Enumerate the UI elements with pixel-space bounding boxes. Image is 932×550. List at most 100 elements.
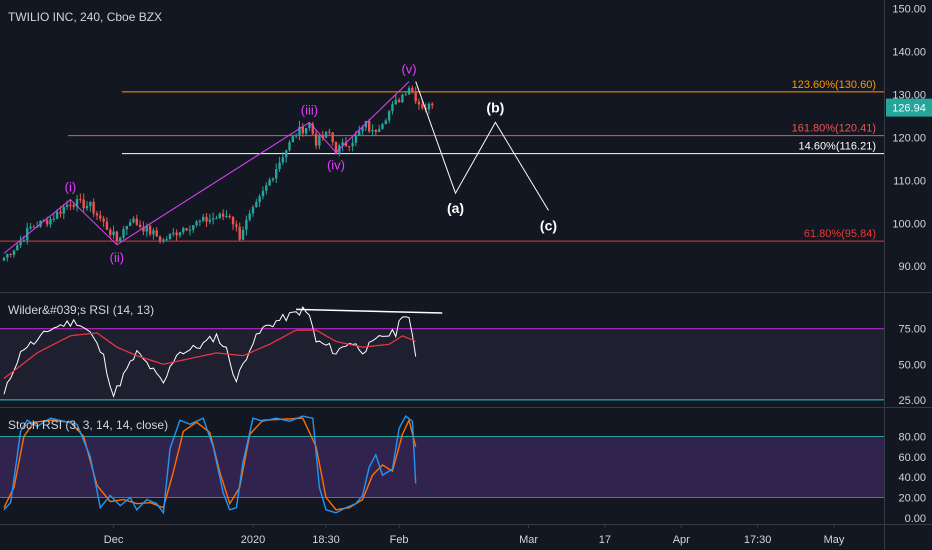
candle-body bbox=[188, 229, 192, 231]
divergence-line[interactable] bbox=[296, 308, 443, 314]
price-tick-label: 110.00 bbox=[893, 175, 926, 187]
time-tick-label: 17 bbox=[599, 534, 611, 546]
candle-body bbox=[231, 216, 235, 225]
rsi-pane[interactable]: 25.00 50.00 75.00 bbox=[0, 306, 926, 407]
time-tick-label: 2020 bbox=[241, 534, 265, 546]
time-tick-label: 18:30 bbox=[312, 534, 340, 546]
candle-body bbox=[92, 201, 95, 214]
candle-body bbox=[235, 224, 238, 227]
wave-label: (ii) bbox=[110, 250, 124, 265]
candle-body bbox=[128, 222, 132, 226]
candle-body bbox=[431, 103, 434, 106]
candle-body bbox=[391, 104, 394, 112]
candle-body bbox=[427, 103, 431, 110]
projection-label: (a) bbox=[447, 200, 464, 216]
candle-body bbox=[55, 211, 59, 219]
candle-body bbox=[62, 206, 65, 214]
candle-body bbox=[125, 225, 129, 230]
price-tick-label: 100.00 bbox=[892, 218, 926, 230]
fib-label: 123.60%(130.60) bbox=[792, 79, 876, 91]
fib-levels[interactable]: 123.60%(130.60) 161.80%(120.41) 14.60%(116… bbox=[0, 79, 884, 242]
projection-label: (b) bbox=[486, 99, 504, 115]
candle-body bbox=[417, 101, 421, 105]
stoch-band-fill bbox=[0, 436, 884, 498]
candle-body bbox=[85, 205, 89, 209]
candle-body bbox=[341, 142, 344, 146]
stoch-pane[interactable]: 0.00 20.00 40.00 60.00 80.00 bbox=[0, 415, 926, 525]
candle-body bbox=[348, 146, 351, 148]
candle-body bbox=[371, 129, 374, 132]
candle-body bbox=[298, 126, 301, 136]
candle-body bbox=[2, 257, 6, 261]
candle-body bbox=[155, 230, 158, 237]
price-tick-label: 120.00 bbox=[892, 132, 926, 144]
fib-label: 161.80%(120.41) bbox=[792, 123, 876, 135]
candle-body bbox=[271, 178, 275, 180]
candle-body bbox=[132, 218, 135, 223]
candle-body bbox=[294, 135, 298, 137]
candle-body bbox=[381, 124, 384, 129]
stoch-k-line bbox=[3, 415, 417, 515]
candle-body bbox=[331, 132, 334, 142]
last-price-badge: 126.94 bbox=[886, 98, 932, 117]
candle-body bbox=[178, 232, 182, 236]
stoch-tick-label: 40.00 bbox=[898, 472, 926, 484]
candle-body bbox=[255, 202, 258, 208]
candle-body bbox=[32, 226, 36, 228]
rsi-axis: 25.00 50.00 75.00 bbox=[898, 324, 926, 407]
candle-body bbox=[377, 128, 381, 132]
candle-body bbox=[52, 218, 55, 220]
candle-body bbox=[192, 225, 195, 230]
candle-body bbox=[9, 253, 12, 255]
candle-body bbox=[175, 232, 178, 236]
candle-body bbox=[285, 150, 288, 158]
candle-body bbox=[198, 220, 202, 222]
candle-body bbox=[208, 219, 212, 222]
fib-label: 14.60%(116.21) bbox=[799, 141, 876, 153]
wave-count[interactable]: (i) (ii) (iii) (iv) (v) bbox=[3, 62, 417, 265]
candle-body bbox=[22, 240, 26, 242]
candle-body bbox=[278, 162, 281, 170]
projection-path[interactable]: (a) (b) (c) bbox=[415, 81, 557, 234]
rsi-tick-label: 75.00 bbox=[898, 324, 926, 336]
candle-body bbox=[142, 226, 145, 232]
candlestick-series bbox=[2, 85, 434, 262]
price-tick-label: 130.00 bbox=[892, 89, 926, 101]
candle-body bbox=[368, 121, 371, 132]
candle-body bbox=[397, 99, 401, 103]
time-tick-label: Feb bbox=[390, 534, 409, 546]
wave-label: (iv) bbox=[327, 157, 345, 172]
time-tick-label: Dec bbox=[104, 534, 124, 546]
price-tick-label: 90.00 bbox=[898, 261, 926, 273]
candle-body bbox=[168, 233, 172, 240]
candle-body bbox=[45, 220, 49, 225]
candle-body bbox=[59, 211, 62, 214]
candle-body bbox=[358, 131, 361, 136]
time-tick-label: May bbox=[824, 534, 845, 546]
candle-body bbox=[344, 142, 348, 147]
candle-body bbox=[251, 207, 255, 214]
candle-body bbox=[72, 204, 75, 207]
candle-body bbox=[411, 87, 414, 92]
time-tick-label: 17:30 bbox=[744, 534, 772, 546]
candle-body bbox=[69, 204, 72, 206]
rsi-series bbox=[0, 306, 884, 401]
candle-body bbox=[49, 219, 52, 225]
candle-body bbox=[421, 104, 424, 108]
candle-body bbox=[158, 236, 162, 241]
price-tick-label: 150.00 bbox=[892, 4, 926, 16]
stoch-tick-label: 20.00 bbox=[898, 493, 926, 505]
candle-body bbox=[318, 134, 321, 146]
candle-body bbox=[301, 126, 304, 134]
price-pane[interactable]: 90.00 100.00 110.00 120.00 130.00 140.00 150.0… bbox=[0, 4, 932, 274]
candle-body bbox=[89, 201, 92, 206]
candle-body bbox=[172, 232, 175, 234]
candle-body bbox=[311, 123, 314, 134]
candle-body bbox=[152, 230, 155, 235]
candle-body bbox=[102, 218, 105, 222]
stoch-d-line bbox=[3, 417, 417, 511]
candle-body bbox=[268, 179, 271, 186]
stoch-series bbox=[0, 415, 884, 515]
